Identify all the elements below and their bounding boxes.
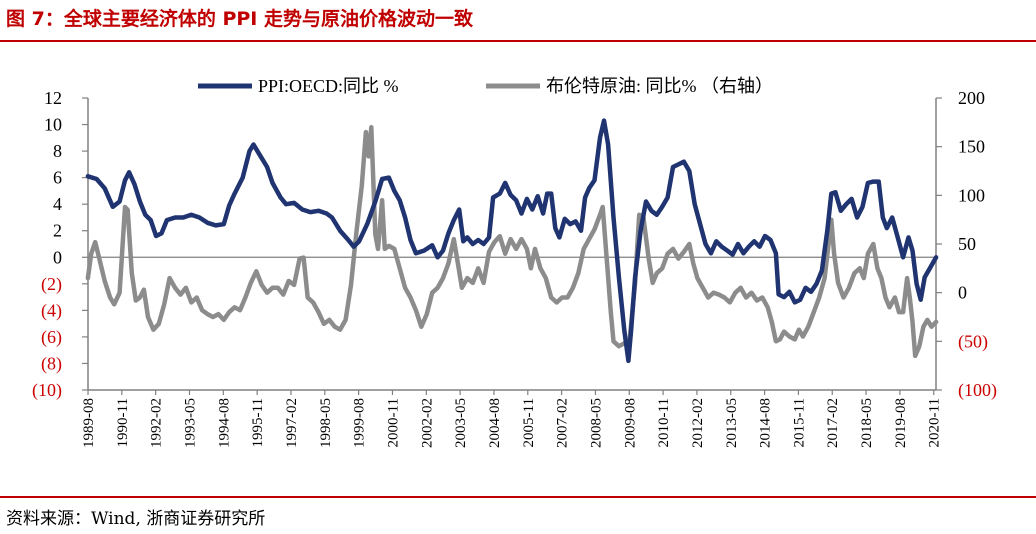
x-tick-label: 2009-08 (622, 398, 638, 448)
x-tick-label: 2010-11 (656, 398, 672, 447)
x-tick-label: 1995-11 (250, 398, 266, 447)
left-tick-label: 6 (53, 168, 62, 188)
left-tick-label: (10) (32, 380, 62, 401)
left-tick-label: 10 (44, 115, 62, 135)
x-axis-ticks: 1989-08 1990-11 1992-02 1993-05 1994-08 1995-… (81, 390, 943, 448)
left-tick-label: (8) (41, 353, 62, 374)
x-tick-label: 2002-02 (419, 398, 435, 448)
right-tick-label: 200 (958, 88, 985, 108)
right-tick-label: 100 (958, 185, 985, 205)
left-tick-label: 8 (53, 141, 62, 161)
series-line-brent (85, 124, 939, 359)
series-line-ppi (85, 118, 939, 364)
x-tick-label: 2005-11 (521, 398, 537, 447)
x-tick-label: 1998-05 (318, 398, 334, 448)
left-tick-label: 2 (53, 221, 62, 241)
figure-title: 图 7：全球主要经济体的 PPI 走势与原油价格波动一致 (6, 8, 473, 30)
x-tick-label: 1999-08 (352, 398, 368, 448)
left-tick-label: 4 (53, 194, 62, 214)
x-tick-label: 2018-05 (859, 398, 875, 448)
x-tick-label: 2000-11 (385, 398, 401, 447)
source-note: 资料来源：Wind, 浙商证券研究所 (6, 509, 266, 529)
footer-rule (0, 496, 1036, 498)
right-tick-label: (50) (958, 331, 988, 352)
x-tick-label: 1994-08 (216, 398, 232, 448)
x-tick-label: 2019-08 (893, 398, 909, 448)
x-tick-label: 2013-05 (724, 398, 740, 448)
left-tick-label: 12 (44, 88, 62, 108)
x-tick-label: 2007-02 (555, 398, 571, 448)
left-tick-label: 0 (53, 247, 62, 267)
x-tick-label: 2012-02 (690, 398, 706, 448)
legend: PPI:OECD:同比 % 布伦特原油: 同比% （右轴） (198, 76, 773, 96)
x-tick-label: 1993-05 (182, 398, 198, 448)
right-tick-label: 150 (958, 137, 985, 157)
x-tick-label: 2004-08 (487, 398, 503, 448)
right-axis-ticks: 200 150 100 50 0 (50) (100) (936, 88, 997, 401)
right-tick-label: 50 (958, 234, 976, 254)
left-tick-label: (4) (41, 300, 62, 321)
left-tick-label: (6) (41, 327, 62, 348)
x-tick-label: 2020-11 (927, 398, 943, 447)
right-tick-label: (100) (958, 380, 997, 401)
x-tick-label: 1990-11 (115, 398, 131, 447)
line-chart: PPI:OECD:同比 % 布伦特原油: 同比% （右轴） 12 10 8 6 4 2 0 (… (32, 76, 997, 448)
left-tick-label: (2) (41, 274, 62, 295)
x-tick-label: 2003-05 (453, 398, 469, 448)
x-tick-label: 2014-08 (758, 398, 774, 448)
x-tick-label: 2017-02 (825, 398, 841, 448)
x-tick-label: 2015-11 (791, 398, 807, 447)
left-axis-ticks: 12 10 8 6 4 2 0 (2) (4) (6) (8) (10) (32, 88, 88, 401)
title-rule (0, 40, 1036, 42)
legend-label-ppi: PPI:OECD:同比 % (258, 76, 399, 96)
x-tick-label: 2008-05 (588, 398, 604, 448)
x-tick-label: 1992-02 (149, 398, 165, 448)
legend-label-brent: 布伦特原油: 同比% （右轴） (546, 76, 773, 96)
series-group (85, 118, 939, 364)
right-tick-label: 0 (958, 283, 967, 303)
x-tick-label: 1989-08 (81, 398, 97, 448)
x-tick-label: 1997-02 (284, 398, 300, 448)
